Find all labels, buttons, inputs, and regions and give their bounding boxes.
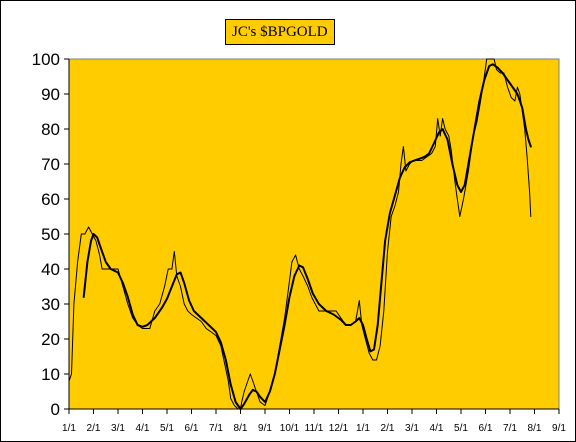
y-tick-label: 10 [41,365,60,384]
x-tick-label: 11/1 [305,423,324,434]
x-tick-label: 3/1 [111,423,125,434]
y-tick-label: 90 [41,85,60,104]
raw-series-line [68,58,532,410]
y-tick-label: 30 [41,295,60,314]
x-tick-label: 5/1 [160,423,174,434]
plot-area [68,58,560,410]
x-tick-label: 7/1 [503,423,517,434]
y-tick-label: 50 [41,225,60,244]
y-tick-label: 40 [41,260,60,279]
x-tick-label: 8/1 [528,423,542,434]
x-tick-label: 4/1 [136,423,150,434]
x-tick-label: 3/1 [405,423,419,434]
x-tick-label: 5/1 [454,423,468,434]
x-tick-label: 8/1 [234,423,248,434]
x-tick-label: 6/1 [185,423,199,434]
x-tick-label: 6/1 [479,423,493,434]
x-tick-label: 9/1 [258,423,272,434]
x-tick-label: 2/1 [87,423,101,434]
y-tick-label: 0 [51,400,60,419]
x-tick-label: 1/1 [62,423,76,434]
y-tick-label: 60 [41,190,60,209]
x-tick-label: 2/1 [381,423,395,434]
y-tick-label: 80 [41,120,60,139]
y-tick-label: 70 [41,155,60,174]
chart-title: JC's $BPGOLD [225,19,335,45]
x-tick-label: 10/1 [280,423,300,434]
x-tick-label: 12/1 [329,423,349,434]
y-tick-label: 20 [41,330,60,349]
x-tick-label: 4/1 [430,423,444,434]
x-tick-label: 9/1 [552,423,566,434]
x-tick-label: 1/1 [356,423,370,434]
y-tick-label: 100 [32,50,60,69]
smoothed-series-line [82,63,532,410]
x-tick-label: 7/1 [209,423,223,434]
